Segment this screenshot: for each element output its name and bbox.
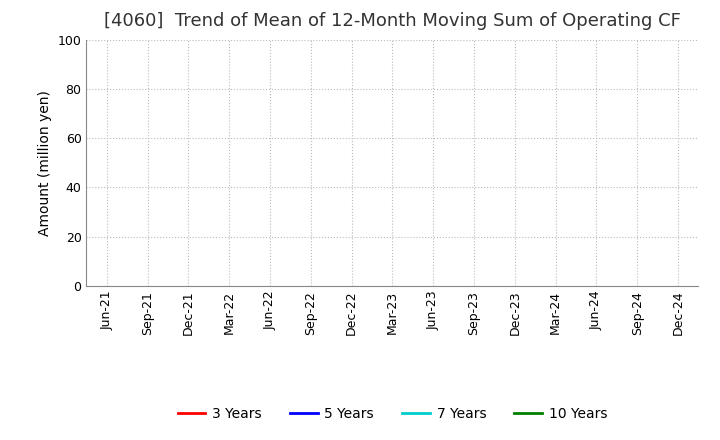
Y-axis label: Amount (million yen): Amount (million yen) (38, 90, 52, 236)
Legend: 3 Years, 5 Years, 7 Years, 10 Years: 3 Years, 5 Years, 7 Years, 10 Years (172, 402, 613, 427)
Title: [4060]  Trend of Mean of 12-Month Moving Sum of Operating CF: [4060] Trend of Mean of 12-Month Moving … (104, 12, 681, 30)
